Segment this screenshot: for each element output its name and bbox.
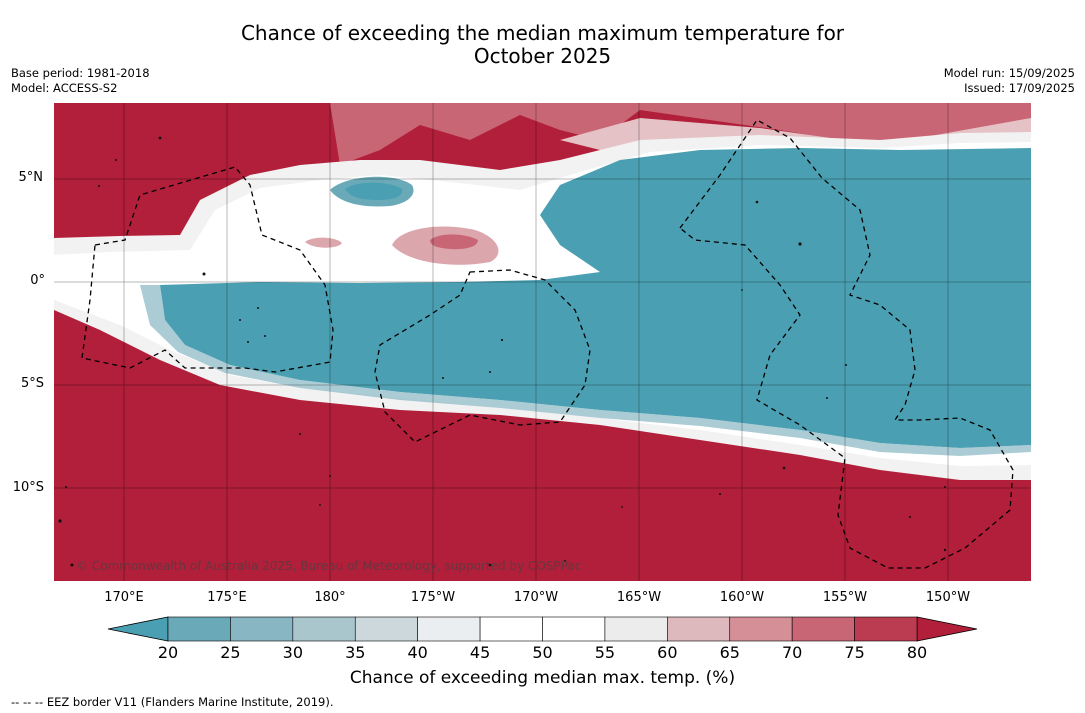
model-run: Model run: 15/09/2025 — [943, 66, 1075, 80]
north-pink-band — [330, 103, 1031, 165]
colorbar-segment — [479, 616, 543, 642]
model-name: Model: ACCESS-S2 — [11, 80, 118, 95]
lon-label-160w: 160°W — [719, 590, 765, 605]
lon-label-170e: 170°E — [104, 590, 144, 605]
colorbar-tick-label: 60 — [657, 643, 678, 662]
lon-label-175w: 175°W — [410, 590, 456, 605]
colorbar-extend-high — [916, 616, 978, 642]
lon-label-180: 180° — [314, 590, 346, 605]
colorbar-tick-label: 25 — [220, 643, 241, 662]
eez-border-tokelau — [374, 269, 591, 443]
title-line-1: Chance of exceeding the median maximum t… — [240, 21, 845, 45]
title-text: Chance of exceeding the median maximum t… — [0, 22, 1085, 68]
colorbar-tick-label: 70 — [781, 643, 803, 662]
eez-footnote: -- -- -- EEZ border V11 (Flanders Marine… — [11, 695, 334, 709]
cool-patch-north-inner — [345, 182, 403, 200]
colorbar — [107, 616, 978, 642]
lon-label-150w: 150°W — [925, 590, 971, 605]
colorbar-tick-label: 35 — [345, 643, 366, 662]
colorbar-tick-label: 50 — [532, 643, 553, 662]
colorbar-segment — [354, 616, 418, 642]
colorbar-segment — [542, 616, 606, 642]
lon-label-170w: 170°W — [513, 590, 559, 605]
colorbar-extend-low — [107, 616, 169, 642]
graticule — [54, 103, 1031, 581]
colorbar-segment — [230, 616, 294, 642]
colorbar-tick-label: 30 — [282, 643, 303, 662]
colorbar-segment — [292, 616, 356, 642]
colorbar-segment — [854, 616, 918, 642]
lat-label-5s: 5°S — [20, 376, 44, 391]
map-field — [54, 103, 1031, 581]
colorbar-segment — [729, 616, 793, 642]
lat-label-10s: 10°S — [12, 480, 44, 495]
colorbar-segment — [604, 616, 668, 642]
colorbar-tick-label: 55 — [594, 643, 616, 662]
colorbar-label: Chance of exceeding median max. temp. (%… — [349, 668, 736, 688]
colorbar-tick-label: 75 — [844, 643, 865, 662]
colorbar-segment — [167, 616, 231, 642]
eez-border-tuvalu — [81, 166, 334, 373]
base-period: Base period: 1981-2018 — [11, 66, 150, 80]
islands — [58, 136, 947, 567]
warm-blob-small — [305, 237, 342, 248]
cool-region-main — [160, 148, 1031, 448]
lat-label-5n: 5°N — [18, 170, 44, 185]
colorbar-tick-label: 65 — [719, 643, 740, 662]
colorbar-tick-label: 40 — [407, 643, 428, 662]
warm-blob-north-inner — [430, 234, 478, 250]
colorbar-tick-label: 80 — [906, 643, 928, 662]
lat-label-0: 0° — [30, 273, 45, 288]
meta-right: Model run: 15/09/2025 Issued: 17/09/2025 — [944, 66, 1075, 95]
eez-borders — [81, 119, 1014, 569]
colorbar-segment — [667, 616, 731, 642]
colorbar-tick-label: 45 — [469, 643, 491, 662]
lon-label-175e: 175°E — [207, 590, 247, 605]
issued-date: Issued: 17/09/2025 — [964, 80, 1075, 95]
title-line-2: October 2025 — [473, 44, 612, 68]
colorbar-segment — [791, 616, 855, 642]
colorbar-segments — [167, 616, 918, 642]
meta-left: Base period: 1981-2018 Model: ACCESS-S2 — [11, 66, 150, 95]
colorbar-tick-label: 20 — [157, 643, 179, 662]
lon-label-155w: 155°W — [822, 590, 868, 605]
lon-label-165w: 165°W — [616, 590, 662, 605]
copyright-notice: © Commonwealth of Australia 2025, Bureau… — [76, 559, 582, 573]
colorbar-segment — [417, 616, 481, 642]
